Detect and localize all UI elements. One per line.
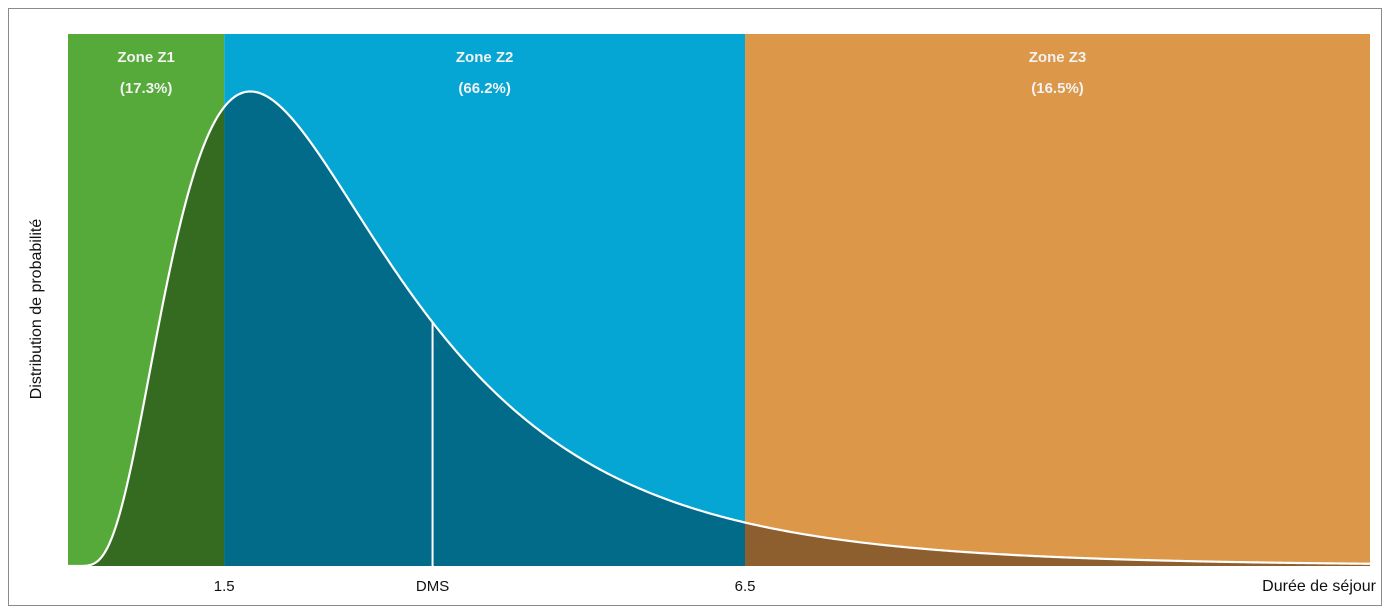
x-tick-label-1: 1.5 (214, 578, 235, 595)
zone-percent-1: (17.3%) (120, 80, 173, 97)
x-tick-labels: 1.5 DMS 6.5 (214, 578, 756, 595)
chart-frame: Zone Z1 (17.3%) Zone Z2 (66.2%) Zone Z3 (16.5… (8, 8, 1382, 606)
zone-percent-2: (66.2%) (458, 80, 511, 97)
zone-percent-3: (16.5%) (1031, 80, 1084, 97)
zone-title-3: Zone Z3 (1029, 49, 1087, 66)
zone-title-1: Zone Z1 (117, 49, 175, 66)
zone-background-3 (745, 34, 1370, 566)
x-tick-label-3: 6.5 (735, 578, 756, 595)
probability-distribution-chart: Zone Z1 (17.3%) Zone Z2 (66.2%) Zone Z3 (16.5… (28, 34, 1377, 595)
zone-title-2: Zone Z2 (456, 49, 514, 66)
zone-under-curve-3 (745, 522, 1370, 566)
x-axis-title: Durée de séjour (1262, 578, 1377, 595)
zone-labels-layer: Zone Z1 (17.3%) Zone Z2 (66.2%) Zone Z3 (16.5… (117, 49, 1086, 97)
density-curve (68, 90, 1371, 568)
x-tick-label-2: DMS (416, 578, 449, 595)
zone-under-curve-1 (68, 106, 225, 566)
zones-layer (68, 34, 1370, 566)
curve-layer (68, 90, 1371, 568)
y-axis-title: Distribution de probabilité (28, 219, 45, 400)
